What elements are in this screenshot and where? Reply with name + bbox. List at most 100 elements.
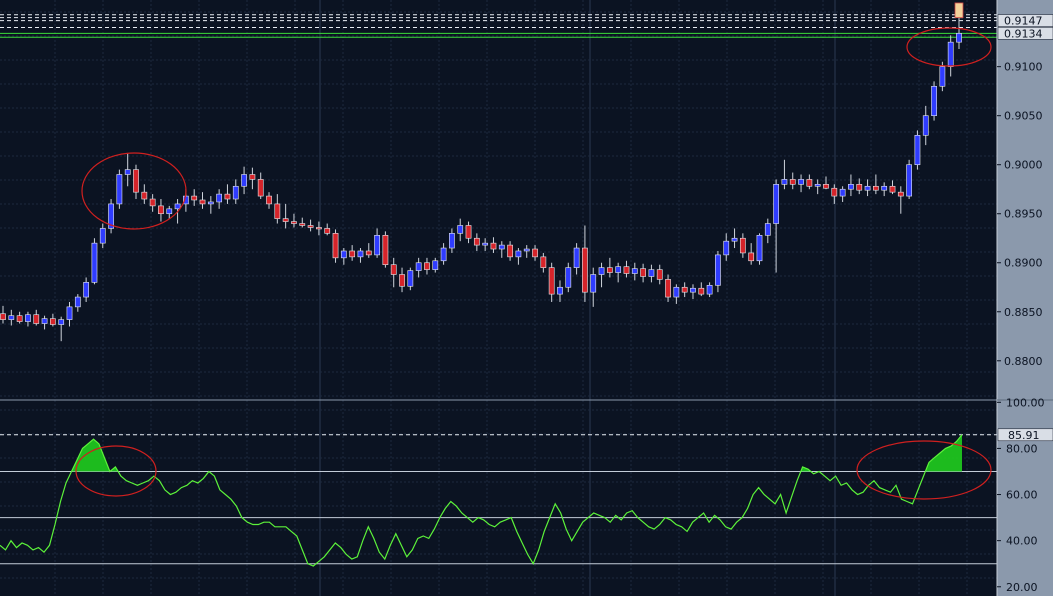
candle-body: [257, 179, 264, 197]
candle-body: [956, 33, 962, 43]
candle-body: [349, 250, 356, 258]
candle-body: [365, 250, 372, 256]
oscillator-tick-label: 20.00: [1006, 581, 1038, 594]
candle-body: [299, 223, 306, 226]
price-tick-label: 0.8950: [1004, 208, 1043, 221]
candle-body: [839, 188, 846, 197]
candle-body: [548, 267, 555, 295]
candle-body: [764, 223, 771, 236]
candle-body: [906, 164, 912, 197]
annotation-ellipse: [81, 152, 187, 230]
oscillator-tick-label: 100.00: [1006, 396, 1045, 409]
candle-body: [715, 254, 721, 286]
price-level-lines: [0, 14, 997, 38]
candle-body: [706, 284, 713, 295]
annotation-ellipse: [75, 445, 157, 497]
oscillator-tick-label: 80.00: [1006, 442, 1038, 455]
candle-body: [91, 242, 98, 283]
candle-body: [806, 179, 813, 187]
oscillator-tick-label: 40.00: [1006, 535, 1038, 548]
annotation-ellipse: [856, 440, 992, 500]
candle-body: [665, 279, 671, 298]
oscillator-tick-label: 60.00: [1006, 489, 1038, 502]
candle-body: [598, 267, 605, 275]
candle-body: [199, 199, 206, 205]
candle-body: [241, 174, 247, 187]
oscillator-current-tag: [997, 428, 1053, 442]
candle-body: [415, 262, 422, 271]
candle-body: [457, 225, 464, 234]
candle-body: [324, 228, 331, 234]
price-tick-label: 0.8800: [1004, 355, 1043, 368]
candle-body: [83, 282, 90, 298]
candle-body: [631, 268, 638, 274]
candle-body: [482, 242, 489, 246]
candle-body: [606, 267, 613, 273]
candle-body: [931, 85, 937, 116]
candle-body: [191, 195, 198, 201]
candle-body: [224, 193, 231, 200]
candle-body: [449, 233, 455, 249]
candle-body: [781, 179, 788, 185]
oscillator-overbought-fill: [800, 466, 811, 472]
candle-body: [8, 315, 15, 320]
oscillator-overbought-fill: [71, 439, 110, 472]
price-tag-label: 0.9147: [1004, 15, 1043, 28]
candle-body: [166, 208, 173, 215]
candle-body: [74, 296, 81, 308]
candle-body: [432, 260, 439, 270]
candle-body: [939, 66, 946, 87]
candle-body: [698, 287, 705, 295]
candle-body: [332, 233, 339, 259]
candle-body: [731, 237, 738, 242]
candle-body: [739, 237, 746, 254]
candle-body: [723, 240, 730, 256]
price-tick-label: 0.9100: [1004, 61, 1043, 74]
plot-background: [0, 0, 997, 596]
candle-body: [557, 286, 563, 295]
candle-body: [66, 306, 73, 320]
candle-body: [116, 174, 123, 205]
candle-body: [922, 115, 929, 136]
oscillator-current-label: 85.91: [1008, 429, 1040, 442]
candle-body: [848, 184, 854, 190]
price-axis: 0.9100 0.9050 0.9000 0.8950 0.8900 0.8850 0.88…: [997, 14, 1053, 368]
price-tick-label: 0.9000: [1004, 159, 1043, 172]
candle-body: [498, 244, 505, 250]
candle-body: [540, 256, 547, 268]
candle-body: [424, 262, 430, 270]
candle-body: [0, 313, 6, 320]
candle-body: [266, 195, 272, 205]
candle-body: [640, 268, 646, 277]
candle-body: [41, 318, 48, 324]
candle-body: [58, 319, 65, 325]
price-tag-label: 0.9134: [1004, 27, 1043, 40]
candle-body: [615, 266, 622, 273]
candle-body: [798, 179, 804, 185]
annotation-ellipses: [75, 27, 992, 500]
candle-body: [99, 228, 106, 244]
candle-body: [465, 225, 472, 239]
price-tick-label: 0.9050: [1004, 110, 1043, 123]
candle-body: [440, 247, 447, 262]
candle-body: [473, 237, 480, 246]
candle-body: [856, 184, 863, 191]
candle-body: [656, 269, 663, 280]
candle-body: [823, 184, 829, 189]
candle-body: [340, 250, 347, 259]
candle-body: [216, 193, 223, 203]
candle-body: [773, 184, 779, 224]
candle-body: [814, 184, 821, 187]
price-tick-label: 0.8900: [1004, 257, 1043, 270]
candle-body: [291, 221, 297, 224]
candle-body: [390, 264, 397, 275]
candle-body: [897, 191, 904, 197]
candlestick-series: [0, 2, 964, 342]
candle-body: [207, 201, 214, 205]
candle-body: [532, 248, 538, 258]
candle-body: [889, 185, 896, 193]
candle-body: [316, 227, 322, 230]
candle-body: [149, 198, 156, 207]
candle-body: [158, 205, 164, 215]
